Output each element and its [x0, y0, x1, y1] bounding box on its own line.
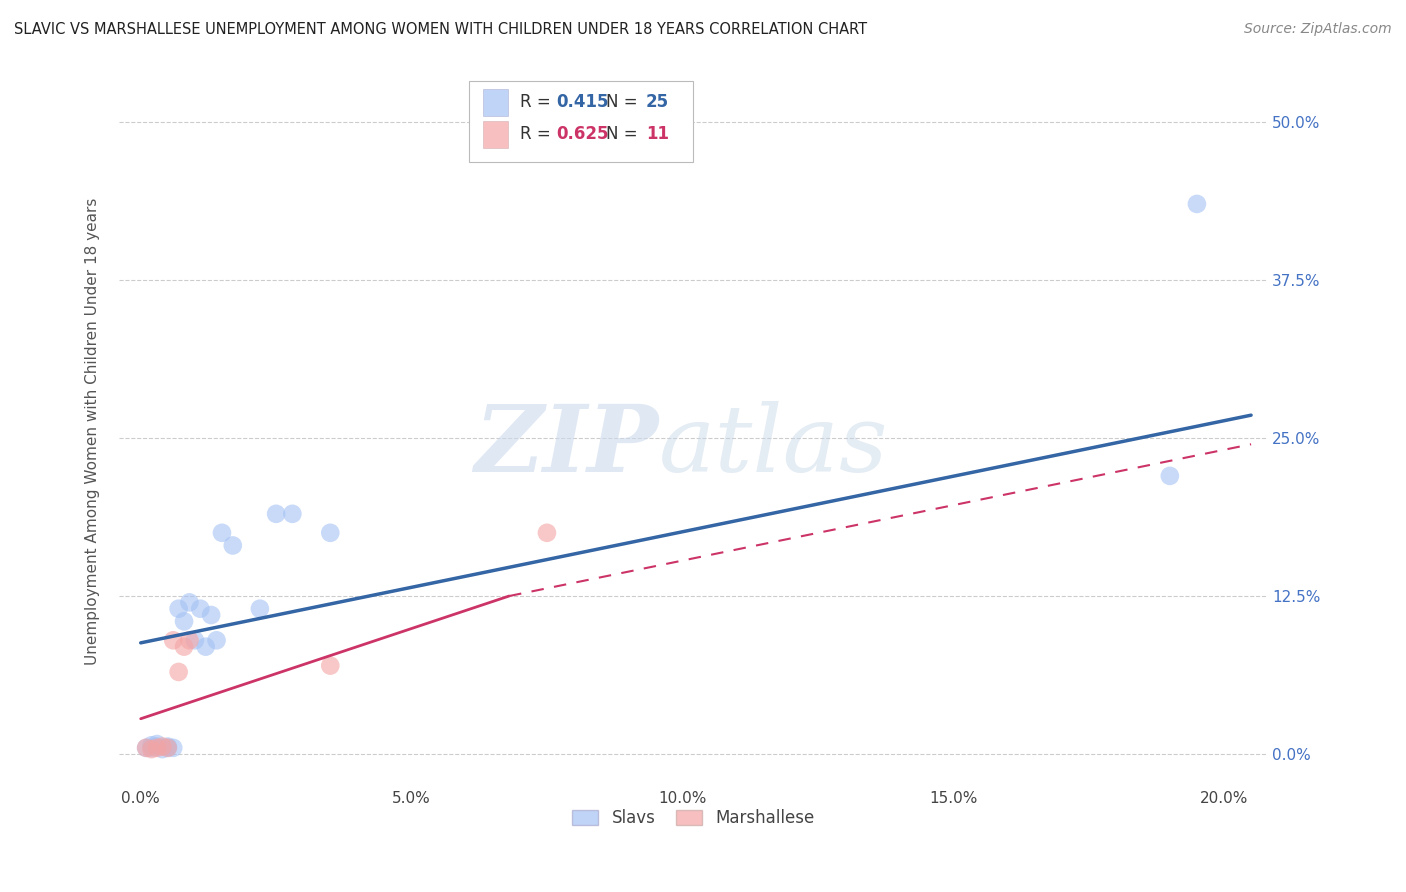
- Point: [167, 601, 190, 615]
- Point: [150, 739, 173, 754]
- Point: [173, 615, 195, 629]
- Point: [281, 507, 304, 521]
- Point: [141, 742, 163, 756]
- Text: ZIP: ZIP: [474, 401, 659, 491]
- Point: [141, 740, 163, 755]
- Text: 25: 25: [647, 94, 669, 112]
- Point: [1159, 469, 1181, 483]
- Point: [141, 739, 163, 753]
- Y-axis label: Unemployment Among Women with Children Under 18 years: Unemployment Among Women with Children U…: [86, 198, 100, 665]
- Point: [205, 633, 228, 648]
- Text: 0.415: 0.415: [557, 94, 609, 112]
- Point: [150, 742, 173, 756]
- Text: 11: 11: [647, 125, 669, 143]
- Text: atlas: atlas: [659, 401, 889, 491]
- Point: [184, 633, 207, 648]
- Point: [162, 740, 184, 755]
- Point: [249, 601, 271, 615]
- Point: [173, 640, 195, 654]
- Text: R =: R =: [520, 94, 555, 112]
- Point: [179, 595, 201, 609]
- Legend: Slavs, Marshallese: Slavs, Marshallese: [565, 803, 821, 834]
- Point: [200, 607, 222, 622]
- Text: R =: R =: [520, 125, 555, 143]
- Point: [179, 633, 201, 648]
- Point: [1185, 197, 1208, 211]
- Point: [146, 739, 169, 754]
- Point: [167, 665, 190, 679]
- FancyBboxPatch shape: [470, 81, 693, 162]
- Text: SLAVIC VS MARSHALLESE UNEMPLOYMENT AMONG WOMEN WITH CHILDREN UNDER 18 YEARS CORR: SLAVIC VS MARSHALLESE UNEMPLOYMENT AMONG…: [14, 22, 868, 37]
- Point: [194, 640, 217, 654]
- Text: Source: ZipAtlas.com: Source: ZipAtlas.com: [1244, 22, 1392, 37]
- Point: [222, 538, 245, 552]
- Point: [146, 740, 169, 755]
- Point: [156, 740, 179, 755]
- Point: [211, 525, 233, 540]
- FancyBboxPatch shape: [484, 89, 509, 116]
- Text: N =: N =: [606, 94, 643, 112]
- Point: [536, 525, 558, 540]
- Point: [156, 739, 179, 754]
- Text: N =: N =: [606, 125, 643, 143]
- Point: [135, 740, 157, 755]
- Text: 0.625: 0.625: [557, 125, 609, 143]
- Point: [319, 525, 342, 540]
- Point: [146, 737, 169, 751]
- Point: [188, 601, 211, 615]
- Point: [162, 633, 184, 648]
- Point: [319, 658, 342, 673]
- FancyBboxPatch shape: [484, 120, 509, 147]
- Point: [264, 507, 287, 521]
- Point: [135, 740, 157, 755]
- Point: [156, 740, 179, 755]
